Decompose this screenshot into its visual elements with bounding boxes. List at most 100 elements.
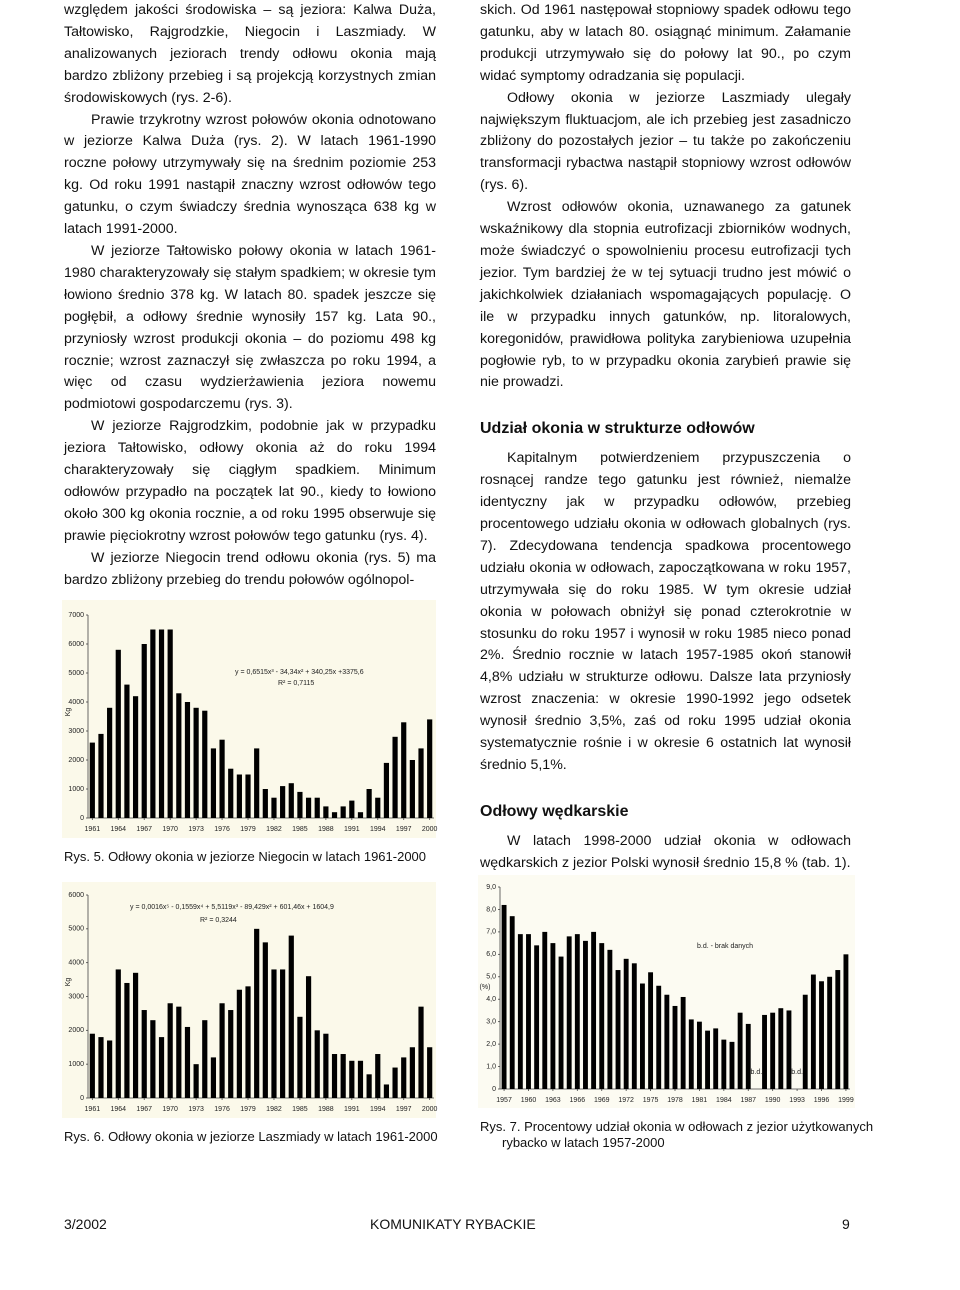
bar [271,797,277,818]
bar [236,774,242,818]
bar [176,1006,182,1098]
x-tick-label: 1987 [740,1097,756,1104]
bar [696,1021,702,1089]
x-tick-label: 1981 [692,1097,708,1104]
bar [574,934,580,1089]
bar [623,958,629,1089]
bar [729,1041,735,1089]
x-tick-label: 1982 [266,1106,282,1113]
bar [392,1067,398,1098]
x-tick-label: 1976 [214,826,230,833]
x-tick-label: 1964 [110,826,126,833]
y-axis-label: (%) [480,984,491,991]
x-tick-label: 1976 [214,1106,230,1113]
x-tick-label: 1973 [188,1106,204,1113]
bar [245,986,251,1098]
y-tick-label: 6000 [68,892,84,899]
bar [631,963,637,1089]
bar [107,1040,113,1098]
footer-page: 9 [842,1216,850,1232]
y-tick-label: 4000 [68,699,84,706]
bar [550,943,556,1089]
bar [228,768,234,818]
x-tick-label: 1966 [570,1097,586,1104]
y-tick-label: 6000 [68,641,84,648]
bar [383,1084,390,1098]
bar [202,1020,208,1098]
bar [737,1012,743,1089]
y-tick-label: 0 [492,1086,496,1093]
x-tick-label: 1963 [545,1097,561,1104]
bar [517,934,523,1089]
x-tick-label: 1994 [370,826,386,833]
bar [542,931,548,1089]
bar [558,956,564,1089]
section-heading: Udział okonia w strukturze odłowów [480,420,755,438]
bar [245,774,251,818]
y-tick-label: 4,0 [486,996,496,1003]
chart: 0 1,0 2,0 3,0 4,0 5,0 6,0 7,0 8,0 9,0 1957 1960 1963… [478,875,855,1108]
bar [141,1010,147,1098]
y-tick-label: 3000 [68,993,84,1000]
bar [778,1008,784,1089]
x-tick-label: 1972 [618,1097,634,1104]
y-tick-label: 3,0 [486,1019,496,1026]
bar [210,748,217,818]
bar [280,786,286,818]
x-tick-label: 1991 [344,826,360,833]
y-tick-label: 5000 [68,926,84,933]
x-tick-label: 1970 [162,1106,178,1113]
y-axis-label: Kg [65,708,72,717]
x-tick-label: 1982 [266,826,282,833]
bar [132,696,139,818]
x-tick-label: 1985 [292,1106,308,1113]
bar [202,710,208,818]
x-tick-label: 1984 [716,1097,732,1104]
bar [819,981,824,1089]
y-tick-label: 0 [80,1095,84,1102]
bar [664,994,670,1089]
x-tick-label: 1994 [370,1106,386,1113]
x-tick-label: 1973 [188,826,204,833]
bar [721,1039,727,1089]
x-tick-label: 1979 [240,1106,256,1113]
bar [688,1019,694,1089]
footer-issue: 3/2002 [64,1216,107,1232]
annotation: b.d. - brak danych [697,943,753,950]
bar [534,945,540,1089]
bar [167,629,173,818]
bar [509,916,515,1089]
bar [219,739,225,818]
bar [158,629,165,818]
x-tick-label: 1988 [318,826,334,833]
bar [323,806,329,818]
y-tick-label: 2000 [68,757,84,764]
paragraph: Wzrost odłowów okonia, uznawanego za gat… [480,199,851,391]
paragraph: W latach 1998-2000 udział okonia w odłow… [480,832,851,871]
paragraph: W jeziorze Tałtowisko połowy okonia w la… [64,242,436,413]
x-tick-label: 1979 [240,826,256,833]
figure-caption: Rys. 5. Odłowy okonia w jeziorze Niegoci… [64,849,427,864]
bar [228,1010,234,1098]
bar [392,736,398,818]
x-tick-label: 1997 [396,826,412,833]
chart: 0 1000 2000 3000 4000 5000 6000 1961 1964 1967 197… [62,882,438,1118]
bar [150,629,156,818]
bar [210,1057,217,1098]
bar [167,1003,173,1098]
bar [107,707,113,818]
bar [132,972,139,1098]
bar [115,969,121,1098]
y-tick-label: 5000 [68,670,84,677]
y-tick-label: 1000 [68,786,84,793]
x-tick-label: 1960 [521,1097,537,1104]
bar [383,762,390,818]
y-tick-label: 6,0 [486,951,496,958]
bar [583,940,588,1089]
bar [762,1014,767,1089]
bar [288,935,294,1098]
bar [141,644,147,818]
value-label: b.d. [791,1069,803,1076]
bar [802,994,808,1089]
bar [305,976,312,1098]
